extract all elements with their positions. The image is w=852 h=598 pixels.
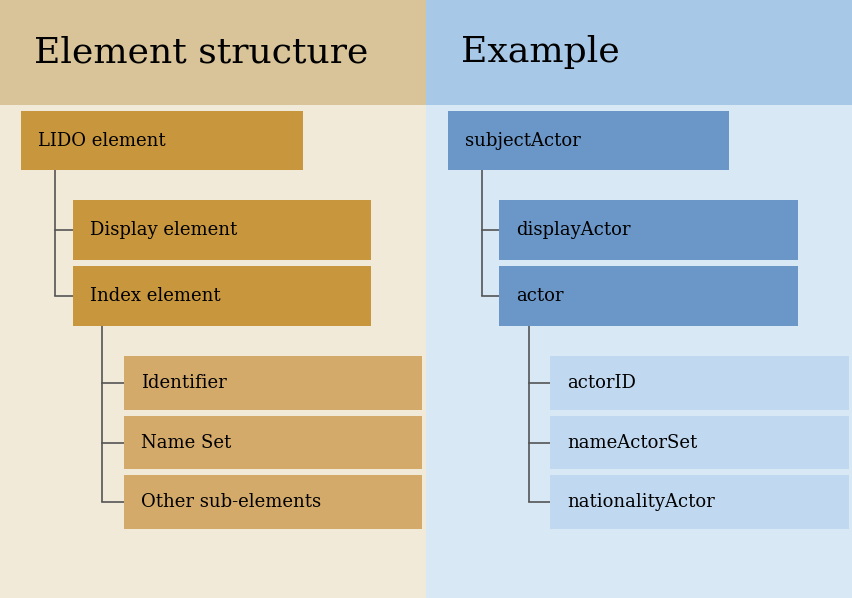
- Text: LIDO element: LIDO element: [38, 132, 166, 150]
- FancyBboxPatch shape: [72, 266, 371, 326]
- FancyBboxPatch shape: [124, 416, 422, 469]
- FancyBboxPatch shape: [498, 200, 797, 260]
- FancyBboxPatch shape: [550, 356, 848, 410]
- Text: Identifier: Identifier: [141, 374, 227, 392]
- FancyBboxPatch shape: [0, 105, 426, 598]
- FancyBboxPatch shape: [550, 475, 848, 529]
- FancyBboxPatch shape: [124, 356, 422, 410]
- FancyBboxPatch shape: [72, 200, 371, 260]
- Text: actor: actor: [515, 287, 563, 305]
- FancyBboxPatch shape: [426, 105, 852, 598]
- FancyBboxPatch shape: [124, 475, 422, 529]
- Text: actorID: actorID: [567, 374, 636, 392]
- Text: nationalityActor: nationalityActor: [567, 493, 714, 511]
- Text: Display element: Display element: [89, 221, 237, 239]
- Text: nameActorSet: nameActorSet: [567, 434, 697, 451]
- Text: Other sub-elements: Other sub-elements: [141, 493, 320, 511]
- FancyBboxPatch shape: [498, 266, 797, 326]
- FancyBboxPatch shape: [447, 111, 728, 170]
- FancyBboxPatch shape: [550, 416, 848, 469]
- Text: Element structure: Element structure: [34, 35, 368, 69]
- Text: Example: Example: [460, 35, 619, 69]
- Text: Name Set: Name Set: [141, 434, 231, 451]
- FancyBboxPatch shape: [426, 0, 852, 105]
- Text: subjectActor: subjectActor: [464, 132, 580, 150]
- FancyBboxPatch shape: [21, 111, 302, 170]
- Text: displayActor: displayActor: [515, 221, 630, 239]
- FancyBboxPatch shape: [0, 0, 426, 105]
- Text: Index element: Index element: [89, 287, 220, 305]
